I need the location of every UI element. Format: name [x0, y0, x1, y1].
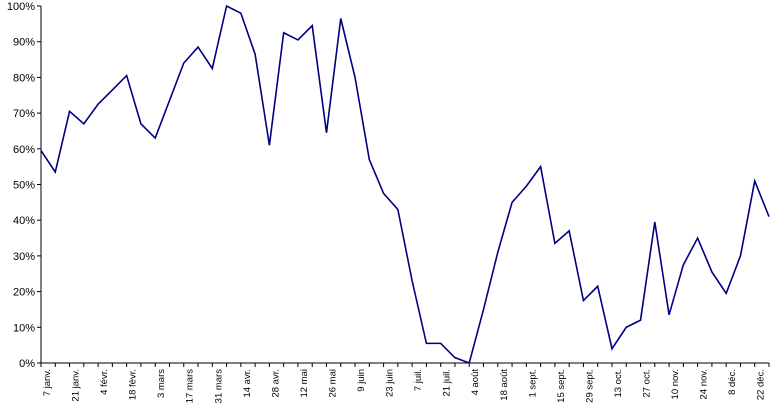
x-tick-label: 18 févr. [128, 369, 139, 400]
y-axis: 0% 10% 20% 30% 40% 50% 60% 70% 80% 90% 100% [7, 1, 42, 370]
y-tick-label: 40% [13, 215, 35, 227]
y-tick-label: 60% [13, 144, 35, 156]
y-tick-label: 20% [13, 287, 35, 299]
x-tick-label: 12 mai [299, 369, 310, 398]
x-tick-label: 26 mai [327, 369, 338, 398]
y-tick-label: 30% [13, 251, 35, 263]
x-tick-label: 9 juin [356, 369, 367, 392]
x-tick-label: 31 mars [213, 369, 224, 404]
series-line [40, 4, 770, 365]
x-tick-label: 28 avr. [270, 369, 281, 398]
x-tick-label: 14 avr. [242, 369, 253, 398]
y-tick-label: 10% [13, 322, 35, 334]
x-tick-label: 10 nov. [670, 369, 681, 399]
x-tick-label: 22 déc. [756, 369, 767, 400]
y-tick-label: 70% [13, 108, 35, 120]
x-tick-label: 23 juin [385, 369, 396, 397]
x-tick-label: 21 juil. [442, 369, 453, 396]
x-tick-label: 21 janv. [71, 369, 82, 402]
y-tick-label: 80% [13, 72, 35, 84]
x-tick-label: 8 déc. [727, 369, 738, 395]
x-tick-label: 24 nov. [699, 369, 710, 399]
x-tick-label: 1 sept. [527, 369, 538, 398]
x-tick-label: 27 oct. [642, 369, 653, 398]
x-tick-label: 18 août [499, 369, 510, 401]
x-tick-label: 7 juil. [413, 369, 424, 391]
y-tick-label: 100% [7, 1, 35, 13]
x-tick-label: 29 sept. [584, 369, 595, 403]
series-layer [40, 4, 770, 365]
x-tick-label: 4 févr. [99, 369, 110, 395]
x-tick-label: 7 janv. [42, 369, 53, 396]
y-tick-label: 0% [19, 358, 35, 370]
y-tick-label: 50% [13, 180, 35, 192]
y-tick-label: 90% [13, 37, 35, 49]
x-tick-label: 13 oct. [613, 369, 624, 398]
x-tick-label: 4 août [470, 369, 481, 396]
x-tick-label: 15 sept. [556, 369, 567, 403]
x-tick-label: 3 mars [156, 369, 167, 398]
x-axis: 7 janv. 21 janv. 4 févr. 18 févr. 3 mars 17 m… [40, 362, 770, 404]
x-tick-label: 17 mars [185, 369, 196, 404]
